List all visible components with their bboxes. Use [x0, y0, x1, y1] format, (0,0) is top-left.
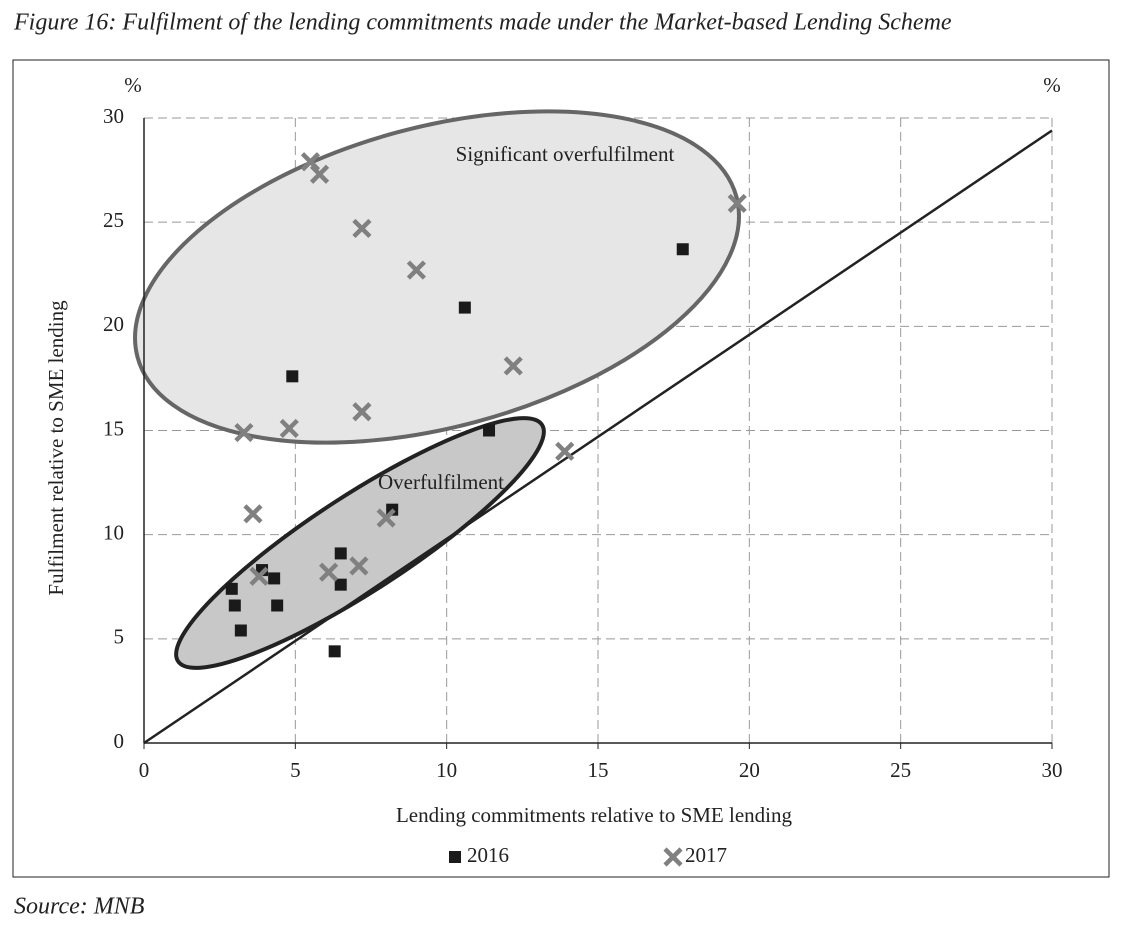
point	[228, 599, 241, 612]
point	[503, 356, 523, 376]
point	[334, 578, 347, 591]
x-tick-label: 0	[139, 758, 150, 782]
y-tick-label: 20	[103, 312, 124, 336]
point	[268, 572, 281, 585]
point	[555, 441, 575, 461]
highlight-ellipse	[133, 109, 741, 445]
point	[352, 218, 372, 239]
annotation: Overfulfilment	[378, 470, 504, 494]
point	[271, 599, 284, 612]
y-axis-title: Fulfilment relative to SME lending	[44, 300, 68, 596]
y-tick-label: 5	[114, 625, 125, 649]
point	[279, 418, 299, 439]
point	[300, 152, 321, 172]
x-tick-label: 20	[739, 758, 760, 782]
frame	[12, 59, 1110, 878]
point	[406, 260, 426, 280]
y-unit: %	[124, 73, 142, 97]
y-unit: %	[1043, 73, 1061, 97]
source: Source: MNB	[14, 894, 145, 920]
point	[458, 301, 471, 314]
point	[349, 556, 369, 576]
x-tick-label: 25	[890, 758, 911, 782]
point	[234, 422, 254, 443]
legend-marker	[449, 851, 461, 863]
y-tick-label: 15	[103, 416, 124, 440]
reference-line	[143, 129, 1053, 745]
point	[334, 547, 347, 560]
point	[249, 566, 269, 586]
point	[234, 624, 247, 637]
point	[319, 562, 339, 582]
point	[676, 243, 689, 256]
x-tick-label: 5	[290, 758, 301, 782]
legend-label: 2017	[685, 843, 727, 867]
point	[309, 164, 330, 184]
y-tick-label: 30	[103, 104, 124, 128]
point	[225, 582, 238, 595]
y-tick-label: 10	[103, 520, 124, 544]
point	[243, 504, 263, 524]
chart-title: Figure 16: Fulfilment of the lending com…	[13, 10, 952, 36]
point	[376, 508, 396, 528]
y-tick-label: 0	[114, 729, 125, 753]
point	[328, 645, 341, 658]
y-tick-label: 25	[103, 208, 124, 232]
x-tick-label: 15	[588, 758, 609, 782]
legend-label: 2016	[467, 843, 509, 867]
x-tick-label: 10	[436, 758, 457, 782]
legend-marker	[663, 847, 683, 867]
point	[727, 193, 747, 214]
point	[352, 402, 372, 422]
x-tick-label: 30	[1042, 758, 1063, 782]
x-axis-title: Lending commitments relative to SME lend…	[396, 803, 793, 827]
point	[286, 370, 299, 383]
highlight-ellipse	[174, 416, 546, 670]
annotation: Significant overfulfilment	[456, 142, 675, 166]
point	[483, 424, 496, 437]
